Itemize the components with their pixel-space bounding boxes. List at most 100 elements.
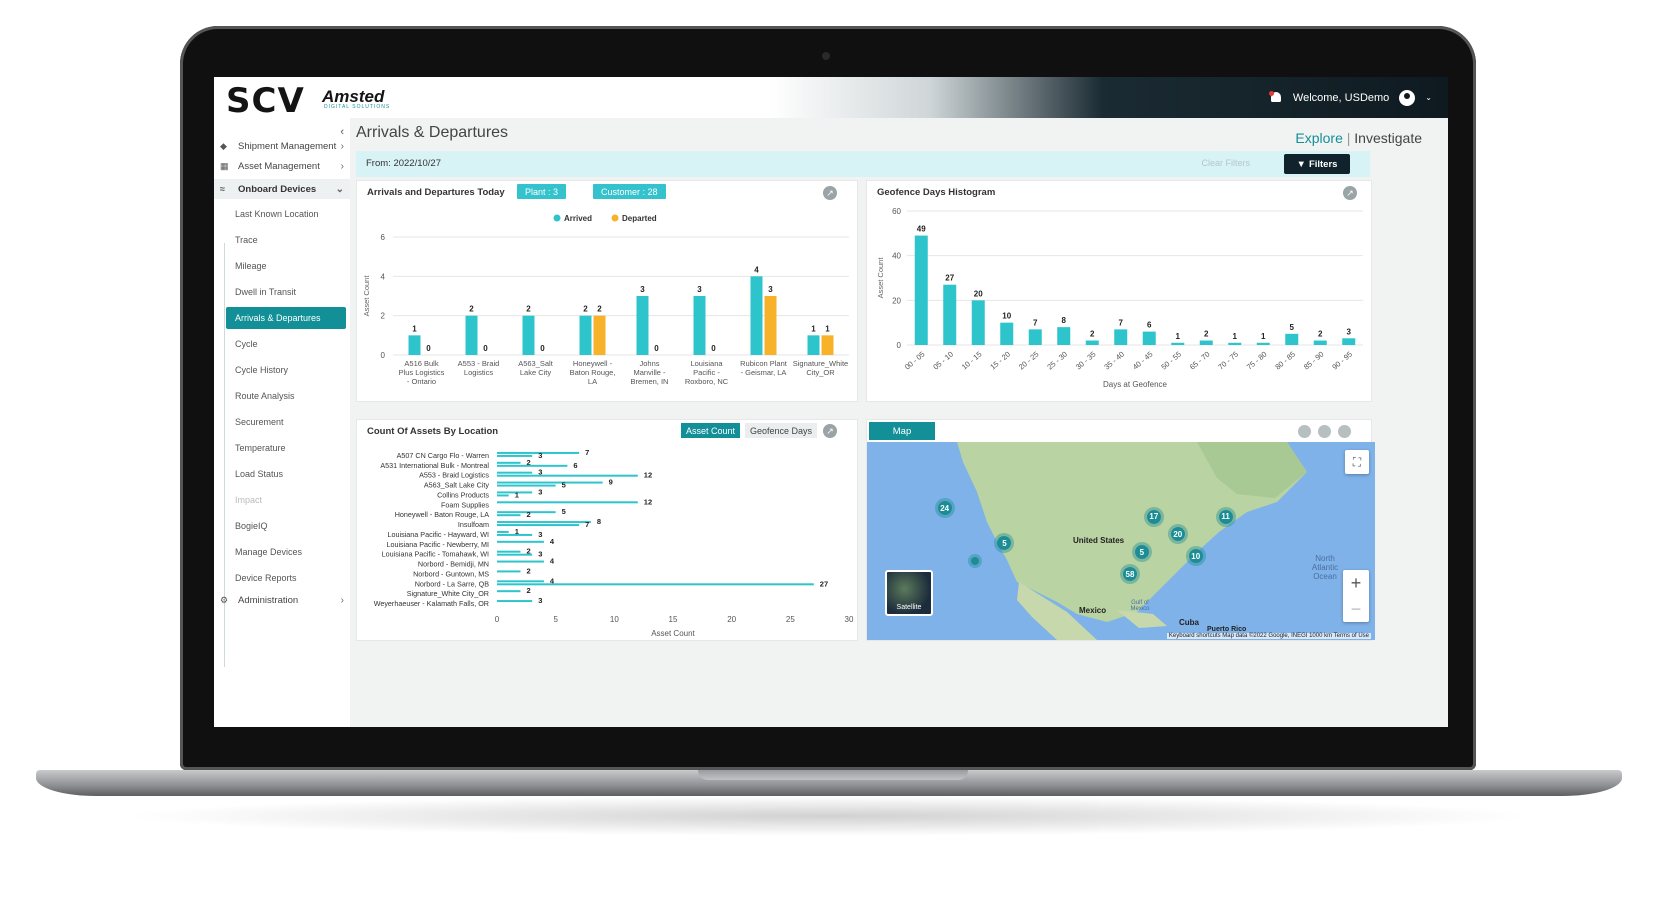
map-cluster-marker[interactable]: 17 bbox=[1143, 506, 1164, 527]
expand-icon[interactable]: ↗ bbox=[1343, 186, 1357, 200]
investigate-link[interactable]: Investigate bbox=[1354, 130, 1422, 146]
sidebar-sub-trace[interactable]: Trace bbox=[235, 235, 258, 245]
data-label: 3 bbox=[538, 550, 542, 559]
sidebar-sub-cycle[interactable]: Cycle bbox=[235, 339, 258, 349]
sidebar-sub-device-reports[interactable]: Device Reports bbox=[235, 573, 297, 583]
data-label: 2 bbox=[526, 510, 530, 519]
layers-icon[interactable] bbox=[1298, 425, 1311, 438]
sidebar-sub-route-analysis[interactable]: Route Analysis bbox=[235, 391, 295, 401]
data-label: 9 bbox=[609, 478, 613, 487]
scv-logo[interactable]: SCV bbox=[226, 81, 305, 121]
data-label: 0 bbox=[654, 344, 659, 353]
x-tick-label: 05 - 10 bbox=[931, 350, 955, 372]
sidebar-item-shipment-management[interactable]: ◆ Shipment Management › bbox=[214, 136, 350, 156]
map-cluster-marker[interactable]: 24 bbox=[934, 498, 955, 518]
histogram-bar bbox=[943, 284, 957, 345]
location-bar bbox=[497, 580, 544, 583]
sidebar-sub-mileage[interactable]: Mileage bbox=[235, 261, 267, 271]
map-cluster-marker[interactable]: 11 bbox=[1215, 506, 1236, 527]
expand-icon[interactable] bbox=[1338, 425, 1351, 438]
sidebar-sub-manage-devices[interactable]: Manage Devices bbox=[235, 547, 303, 557]
expand-icon[interactable]: ↗ bbox=[823, 424, 837, 438]
map-cluster-marker[interactable] bbox=[967, 553, 982, 568]
data-label: 20 bbox=[974, 289, 983, 298]
map-cluster-marker[interactable]: 20 bbox=[1167, 524, 1188, 545]
x-tick-label: 85 - 90 bbox=[1302, 350, 1326, 372]
x-tick-label: 20 - 25 bbox=[1017, 350, 1041, 372]
legend-marker-departed bbox=[611, 214, 619, 222]
data-label: 0 bbox=[711, 344, 716, 353]
explore-link[interactable]: Explore bbox=[1295, 130, 1343, 146]
chevron-right-icon: › bbox=[340, 160, 344, 172]
fullscreen-icon[interactable]: ⛶ bbox=[1345, 450, 1369, 474]
histogram-bar bbox=[1114, 329, 1128, 345]
data-label: 2 bbox=[526, 547, 530, 556]
gear-icon: ⚙ bbox=[220, 594, 229, 605]
chevron-right-icon: › bbox=[340, 594, 344, 606]
map-tab[interactable]: Map bbox=[869, 422, 935, 440]
chevron-down-icon[interactable]: ⌄ bbox=[1425, 93, 1432, 102]
data-label: 4 bbox=[550, 537, 555, 546]
sidebar-sub-temperature[interactable]: Temperature bbox=[235, 443, 286, 453]
customer-count-badge[interactable]: Customer : 28 bbox=[593, 184, 666, 199]
y-tick-label: 0 bbox=[897, 341, 902, 350]
clear-filters-button[interactable]: Clear Filters bbox=[1201, 158, 1250, 168]
expand-icon[interactable]: ↗ bbox=[823, 186, 837, 200]
bar-departed bbox=[764, 296, 777, 355]
map-cluster-marker[interactable]: 10 bbox=[1185, 546, 1206, 567]
plant-count-badge[interactable]: Plant : 3 bbox=[517, 184, 567, 199]
histogram-bar bbox=[971, 300, 985, 345]
map-cluster-marker[interactable]: 5 bbox=[1131, 542, 1152, 562]
map-cluster-marker[interactable]: 5 bbox=[994, 533, 1015, 554]
location-bar bbox=[497, 494, 509, 497]
data-label: 8 bbox=[1062, 316, 1067, 325]
map-label-us: United States bbox=[1073, 536, 1125, 545]
sidebar-sub-last-known-location[interactable]: Last Known Location bbox=[235, 209, 319, 219]
data-label: 6 bbox=[573, 461, 577, 470]
amsted-logo-subtitle: DIGITAL SOLUTIONS bbox=[324, 104, 391, 110]
location-bar bbox=[497, 524, 580, 527]
x-tick-label: 0 bbox=[495, 615, 500, 624]
x-tick-label: 70 - 75 bbox=[1216, 350, 1240, 372]
bell-icon[interactable] bbox=[1268, 90, 1283, 105]
data-label: 1 bbox=[811, 324, 816, 333]
map-view[interactable]: United States Mexico Cuba Puerto Rico Gu… bbox=[867, 442, 1375, 640]
sidebar-sub-securement[interactable]: Securement bbox=[235, 417, 284, 427]
category-label: Norbord - Guntown, MS bbox=[413, 569, 489, 578]
geofence-days-toggle[interactable]: Geofence Days bbox=[745, 423, 818, 438]
sidebar-sub-arrivals-departures[interactable]: Arrivals & Departures bbox=[226, 307, 346, 329]
location-bar bbox=[497, 474, 638, 477]
user-avatar-icon[interactable] bbox=[1399, 89, 1416, 106]
bar-arrived bbox=[579, 315, 592, 355]
sidebar-sub-cycle-history[interactable]: Cycle History bbox=[235, 365, 289, 375]
data-label: 2 bbox=[597, 305, 602, 314]
card-title: Count Of Assets By Location bbox=[367, 426, 499, 437]
x-tick-label: 50 - 55 bbox=[1159, 350, 1183, 372]
zoom-out-button[interactable]: − bbox=[1350, 599, 1362, 619]
main-content: Arrivals & Departures Explore | Investig… bbox=[350, 118, 1448, 727]
histogram-bar bbox=[1085, 340, 1099, 345]
sidebar-item-asset-management[interactable]: ▦ Asset Management › bbox=[214, 156, 350, 176]
sidebar: ‹ ◆ Shipment Management › ▦ Asset Manage… bbox=[214, 118, 350, 727]
collapse-sidebar-icon[interactable]: ‹ bbox=[340, 126, 344, 138]
y-tick-label: 6 bbox=[381, 233, 386, 242]
location-bar bbox=[497, 501, 638, 504]
map-cluster-marker[interactable]: 58 bbox=[1119, 564, 1140, 584]
filters-button[interactable]: ▼ Filters bbox=[1284, 154, 1350, 174]
data-label: 2 bbox=[583, 305, 588, 314]
locate-icon[interactable] bbox=[1318, 425, 1331, 438]
sidebar-sub-load-status[interactable]: Load Status bbox=[235, 469, 284, 479]
sidebar-item-label: Administration bbox=[238, 594, 299, 606]
satellite-toggle[interactable]: Satellite bbox=[885, 570, 933, 616]
x-tick-label: 10 bbox=[610, 615, 619, 624]
data-label: 27 bbox=[820, 579, 828, 588]
asset-count-toggle[interactable]: Asset Count bbox=[681, 423, 741, 438]
sidebar-sub-dwell-in-transit[interactable]: Dwell in Transit bbox=[235, 287, 297, 297]
zoom-in-button[interactable]: + bbox=[1350, 573, 1362, 593]
location-bar bbox=[497, 471, 533, 474]
sidebar-item-onboard-devices[interactable]: ≈ Onboard Devices ⌄ bbox=[214, 179, 350, 199]
sidebar-item-administration[interactable]: ⚙ Administration › bbox=[214, 590, 350, 610]
data-label: 2 bbox=[1090, 330, 1095, 339]
sidebar-sub-bogieiq[interactable]: BogieIQ bbox=[235, 521, 268, 531]
map-attribution[interactable]: Keyboard shortcuts Map data ©2022 Google… bbox=[1166, 633, 1371, 639]
